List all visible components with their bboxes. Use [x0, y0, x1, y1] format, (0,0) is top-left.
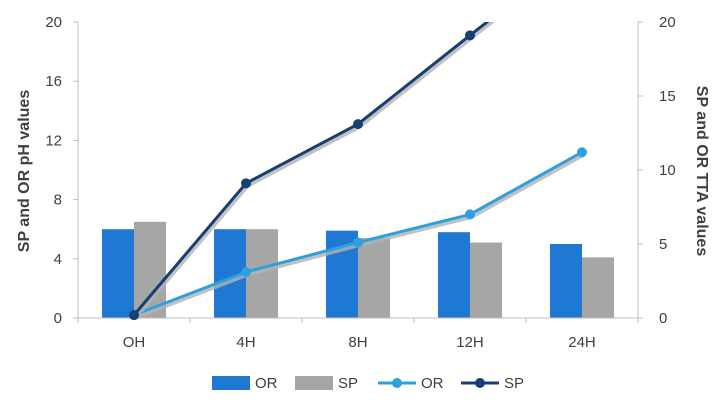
legend-label: OR: [421, 375, 444, 392]
axes: 0 4 8 12 16 20 0 5 10 15 20 OH 4H 8H 12H 24H: [45, 14, 675, 351]
right-axis-title: SP and OR TTA values: [693, 86, 710, 257]
bar-or-3: [438, 232, 470, 318]
legend-label: SP: [338, 375, 358, 392]
right-tick-label: 15: [659, 88, 676, 105]
x-tick-label: 24H: [568, 334, 596, 351]
bar-or-0: [102, 229, 134, 318]
legend-swatch-bar-or: [212, 376, 250, 390]
right-tick-label: 5: [659, 236, 667, 253]
x-tick-label: OH: [123, 334, 146, 351]
legend-swatch-bar-sp: [295, 376, 333, 390]
point-or-2: [353, 237, 363, 248]
left-tick-label: 4: [54, 251, 62, 268]
point-or-4: [577, 147, 587, 158]
left-tick-label: 12: [45, 132, 62, 149]
bar-layer: [102, 221, 614, 318]
point-or-1: [241, 267, 251, 278]
point-or-3: [465, 209, 475, 220]
bar-sp-2: [358, 238, 390, 318]
point-sp-0: [129, 310, 139, 320]
bar-or-4: [550, 244, 582, 318]
point-sp-2: [353, 119, 363, 130]
right-tick-label: 20: [659, 14, 676, 31]
left-axis-title: SP and OR pH values: [16, 90, 33, 253]
left-tick-label: 0: [54, 310, 62, 327]
legend-label: OR: [255, 375, 278, 392]
x-tick-label: 8H: [348, 334, 367, 351]
legend-marker-sp: [475, 378, 485, 388]
right-tick-label: 10: [659, 162, 676, 179]
left-tick-label: 8: [54, 192, 62, 209]
legend-label: SP: [504, 375, 524, 392]
legend-marker-or: [392, 378, 402, 388]
line-layer: [129, 22, 587, 320]
x-tick-label: 4H: [236, 334, 255, 351]
point-sp-3: [465, 30, 475, 41]
bar-sp-4: [582, 257, 614, 318]
x-tick-label: 12H: [456, 334, 484, 351]
bar-sp-3: [470, 242, 502, 318]
left-tick-label: 20: [45, 14, 62, 31]
legend: OR SP OR SP: [212, 375, 524, 392]
right-tick-label: 0: [659, 310, 667, 327]
left-tick-label: 16: [45, 73, 62, 90]
point-sp-1: [241, 178, 251, 189]
